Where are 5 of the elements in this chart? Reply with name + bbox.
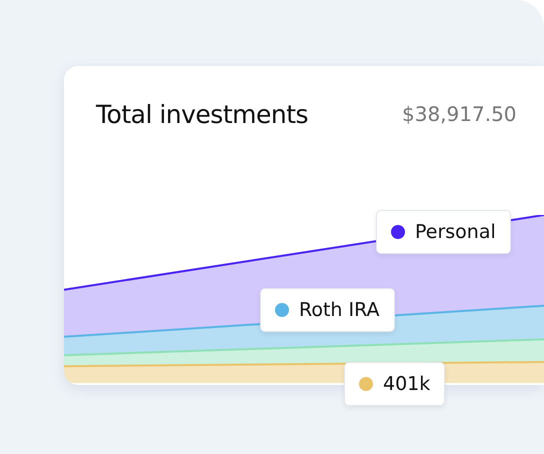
chart-title: Total investments <box>96 100 308 129</box>
legend-label: 401k <box>344 362 446 406</box>
legend-label: Roth IRA <box>260 288 395 332</box>
legend-label: Personal <box>376 210 511 254</box>
chart-subtitle: $38,917.50 <box>402 102 517 126</box>
